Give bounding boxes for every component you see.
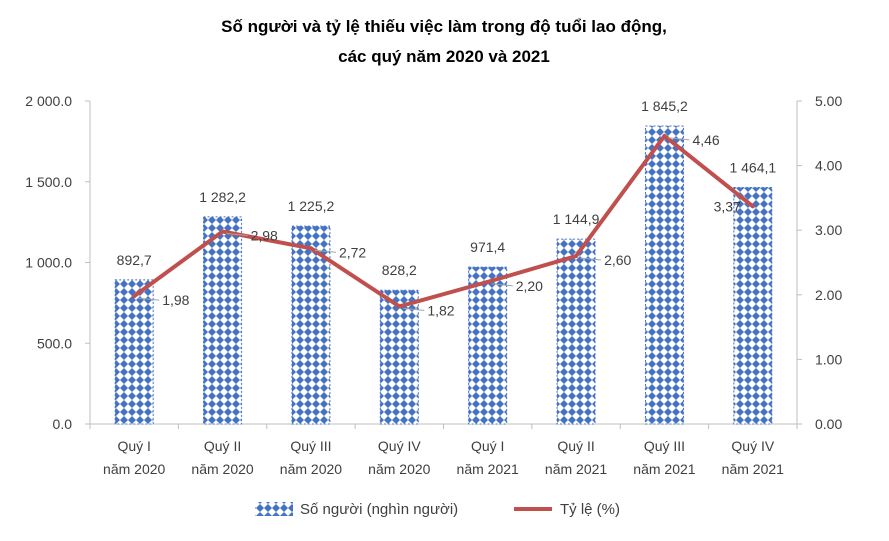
x-tick-label-year: năm 2021 bbox=[722, 461, 784, 477]
chart-title-line2: các quý năm 2020 và 2021 bbox=[338, 47, 550, 66]
y-left-tick-label: 0.0 bbox=[53, 416, 73, 432]
bar bbox=[468, 266, 508, 425]
bar bbox=[114, 279, 154, 425]
x-tick-label: Quý III bbox=[290, 438, 331, 454]
rate-value-label: 2,98 bbox=[251, 227, 278, 243]
line-point bbox=[308, 246, 313, 251]
bar bbox=[556, 238, 596, 425]
bar-value-label: 1 144,9 bbox=[553, 211, 600, 227]
x-tick-label-year: năm 2020 bbox=[280, 461, 342, 477]
y-left-tick-label: 2 000.0 bbox=[25, 93, 72, 109]
bar bbox=[203, 216, 243, 425]
bar-series bbox=[114, 125, 773, 425]
y-right-tick-label: 5.00 bbox=[815, 93, 842, 109]
chart-title-line1: Số người và tỷ lệ thiếu việc làm trong đ… bbox=[221, 17, 667, 36]
rate-leader-line bbox=[668, 137, 690, 141]
line-point bbox=[662, 133, 667, 138]
rate-value-label: 1,98 bbox=[162, 292, 189, 308]
bar bbox=[291, 225, 331, 425]
x-tick-label-year: năm 2020 bbox=[103, 461, 165, 477]
legend-bar-label: Số người (nghìn người) bbox=[300, 501, 458, 518]
bar-value-label: 1 464,1 bbox=[729, 160, 776, 176]
bar bbox=[644, 125, 684, 425]
bar-value-label: 1 225,2 bbox=[288, 198, 335, 214]
rate-value-label: 4,46 bbox=[692, 132, 719, 148]
line-point bbox=[485, 279, 490, 284]
line-point bbox=[397, 304, 402, 309]
rate-value-label: 2,72 bbox=[339, 244, 366, 260]
legend-bar-swatch bbox=[255, 502, 293, 516]
x-tick-label-year: năm 2021 bbox=[457, 461, 519, 477]
x-tick-label: Quý II bbox=[204, 438, 241, 454]
x-tick-label-year: năm 2020 bbox=[191, 461, 253, 477]
x-tick-label: Quý IV bbox=[378, 438, 421, 454]
line-point bbox=[220, 229, 225, 234]
bar-value-label: 971,4 bbox=[470, 239, 505, 255]
y-left-tick-label: 1 500.0 bbox=[25, 174, 72, 190]
x-tick-label: Quý I bbox=[471, 438, 504, 454]
bar bbox=[379, 289, 419, 425]
legend: Số người (nghìn người) Tỷ lệ (%) bbox=[255, 501, 620, 518]
y-right-tick-label: 4.00 bbox=[815, 158, 842, 174]
x-tick-label-year: năm 2020 bbox=[368, 461, 430, 477]
rate-leader-line bbox=[226, 232, 248, 236]
y-left-tick-label: 500.0 bbox=[37, 335, 72, 351]
rate-value-label: 2,20 bbox=[516, 278, 543, 294]
bar-value-label: 1 845,2 bbox=[641, 98, 688, 114]
rate-leader-line bbox=[314, 249, 336, 253]
line-point bbox=[750, 204, 755, 209]
y-right-tick-label: 3.00 bbox=[815, 222, 842, 238]
bar bbox=[733, 187, 773, 425]
line-point bbox=[132, 294, 137, 299]
rate-leader-line bbox=[403, 307, 425, 311]
x-tick-label-year: năm 2021 bbox=[545, 461, 607, 477]
y-left-tick-label: 1 000.0 bbox=[25, 255, 72, 271]
rate-value-label: 1,82 bbox=[427, 302, 454, 318]
axes: 0.0 500.0 1 000.0 1 500.0 2 000.0 0.00 1.00 2.0… bbox=[25, 93, 842, 477]
line-point bbox=[574, 254, 579, 259]
y-right-tick-label: 1.00 bbox=[815, 351, 842, 367]
legend-line-label: Tỷ lệ (%) bbox=[560, 501, 620, 518]
rate-value-label: 2,60 bbox=[604, 252, 631, 268]
y-right-tick-label: 0.00 bbox=[815, 416, 842, 432]
x-tick-label: Quý I bbox=[117, 438, 150, 454]
bar-value-label: 892,7 bbox=[117, 252, 152, 268]
rate-leader-line bbox=[138, 297, 160, 301]
y-right-tick-label: 2.00 bbox=[815, 287, 842, 303]
x-tick-label-year: năm 2021 bbox=[633, 461, 695, 477]
x-tick-label: Quý II bbox=[557, 438, 594, 454]
rate-value-label: 3,37 bbox=[714, 198, 741, 214]
x-tick-label: Quý IV bbox=[731, 438, 774, 454]
rate-leader-line bbox=[580, 257, 602, 261]
bar-value-label: 1 282,2 bbox=[199, 189, 246, 205]
x-tick-label: Quý III bbox=[644, 438, 685, 454]
bar-value-label: 828,2 bbox=[382, 262, 417, 278]
rate-leader-line bbox=[491, 283, 513, 287]
data-labels: 892,7 1 282,2 1 225,2 828,2 971,4 1 144,9 1 84… bbox=[117, 98, 777, 318]
